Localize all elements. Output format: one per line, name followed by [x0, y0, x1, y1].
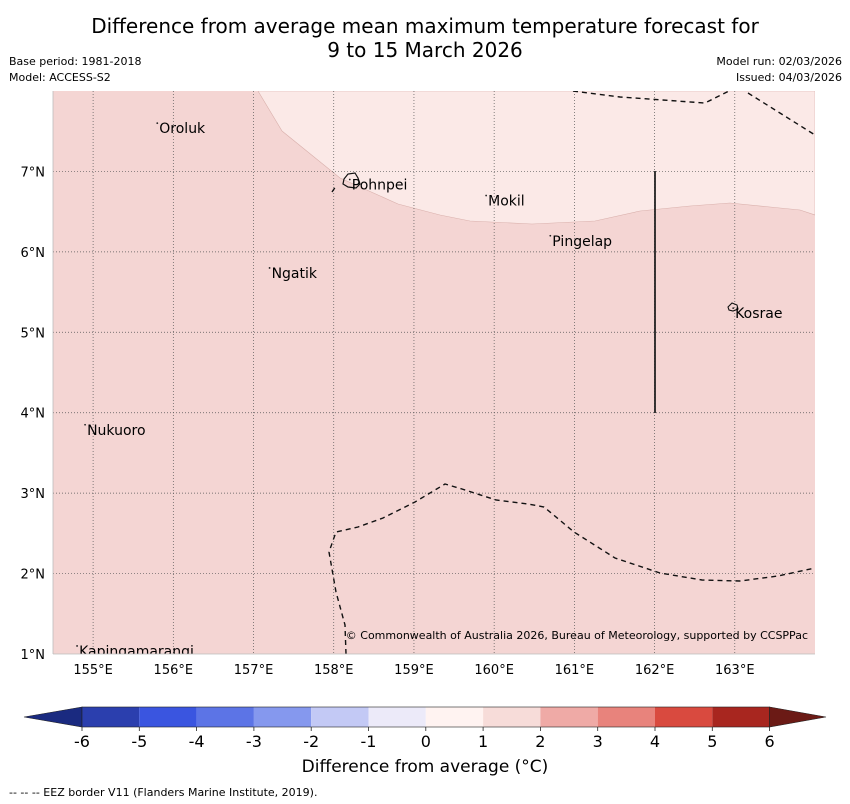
place-label: Kosrae: [735, 306, 782, 322]
chart-title-line-1: Difference from average mean maximum tem…: [91, 14, 759, 38]
longitude-tick-label: 158°E: [314, 663, 354, 678]
latitude-tick-label: 7°N: [21, 165, 46, 180]
graticule: [53, 91, 815, 654]
place-label: Kapingamarangi: [79, 644, 194, 660]
colorbar-tick-label: -6: [74, 732, 90, 751]
colorbar-tick-label: 4: [650, 732, 660, 751]
eez-borders: [328, 91, 815, 654]
anomaly-fill-0-1: [257, 91, 815, 225]
colorbar: -6 -5 -4 -3 -2 -1 0 1 2 3 4 5 6: [23, 706, 827, 751]
colorbar-tick-label: -1: [361, 732, 377, 751]
colorbar-swatch: [253, 707, 312, 727]
place-marker: [76, 645, 78, 647]
place-label: Pohnpei: [352, 177, 408, 193]
latitude-tick-label: 2°N: [21, 568, 46, 583]
model-name: Model: ACCESS-S2: [9, 71, 111, 84]
place-label: Pingelap: [552, 234, 612, 250]
longitude-tick-label: 159°E: [394, 663, 434, 678]
latitude-tick-label: 5°N: [21, 326, 46, 341]
colorbar-tick-label: 2: [535, 732, 545, 751]
colorbar-tick-label: -5: [131, 732, 147, 751]
colorbar-over-arrow: [769, 706, 827, 728]
colorbar-tick-label: 5: [707, 732, 717, 751]
place-labels: Oroluk Pohnpei Mokil Pingelap Ngatik Kosrae Nu…: [76, 121, 782, 660]
colorbar-swatch: [483, 707, 541, 727]
pohnpei-outline: [342, 172, 361, 189]
colorbar-tick-label: 1: [478, 732, 488, 751]
longitude-tick-label: 162°E: [635, 663, 675, 678]
place-label: Nukuoro: [87, 423, 145, 439]
map-area: Oroluk Pohnpei Mokil Pingelap Ngatik Kosrae Nu…: [53, 91, 815, 660]
colorbar-ticks: -6 -5 -4 -3 -2 -1 0 1 2 3 4 5 6: [74, 727, 775, 751]
base-period: Base period: 1981-2018: [9, 55, 142, 68]
colorbar-swatch: [425, 707, 484, 727]
colorbar-swatch: [368, 707, 426, 727]
colorbar-tick-label: 6: [765, 732, 775, 751]
place-marker: [84, 423, 86, 426]
colorbar-swatch: [597, 707, 655, 727]
eez-border-south: [328, 483, 815, 654]
latitude-tick-label: 4°N: [21, 407, 46, 422]
longitude-tick-label: 163°E: [715, 663, 755, 678]
longitude-tick-label: 160°E: [474, 663, 514, 678]
copyright-notice: © Commonwealth of Australia 2026, Bureau…: [346, 629, 808, 642]
longitude-tick-label: 157°E: [234, 663, 274, 678]
eez-border-pohnpei: [331, 185, 337, 193]
place-marker: [348, 178, 351, 181]
latitude-ticks: 7°N 6°N 5°N 4°N 3°N 2°N 1°N: [21, 165, 46, 663]
longitude-tick-label: 155°E: [73, 663, 113, 678]
place-marker: [268, 267, 271, 269]
place-label: Oroluk: [159, 121, 206, 137]
colorbar-tick-label: -4: [189, 732, 205, 751]
eez-border-north: [572, 91, 731, 104]
place-marker: [156, 122, 159, 125]
colorbar-under-arrow: [23, 706, 83, 728]
colorbar-swatch: [139, 707, 197, 727]
latitude-tick-label: 6°N: [21, 246, 46, 261]
kosrae-outline: [727, 302, 739, 312]
issued-date: Issued: 04/03/2026: [735, 71, 842, 84]
colorbar-label: Difference from average (°C): [301, 757, 549, 777]
colorbar-swatch: [712, 707, 770, 727]
colorbar-swatch: [82, 707, 140, 727]
longitude-tick-label: 156°E: [154, 663, 194, 678]
footer-note: -- -- -- EEZ border V11 (Flanders Marine…: [9, 786, 318, 799]
colorbar-tick-label: -3: [246, 732, 262, 751]
colorbar-swatch: [655, 707, 713, 727]
colorbar-tick-label: 0: [421, 732, 431, 751]
place-marker: [732, 307, 735, 310]
colorbar-swatches: [23, 706, 827, 728]
eez-border-northeast: [747, 92, 815, 136]
longitude-ticks: 155°E 156°E 157°E 158°E 159°E 160°E 161°E 162°E…: [73, 663, 754, 678]
colorbar-tick-label: -2: [303, 732, 319, 751]
colorbar-swatch: [311, 707, 369, 727]
place-label: Mokil: [488, 194, 525, 210]
latitude-tick-label: 3°N: [21, 487, 46, 502]
latitude-tick-label: 1°N: [21, 648, 46, 663]
place-label: Ngatik: [272, 266, 318, 282]
colorbar-swatch: [196, 707, 254, 727]
colorbar-swatch: [540, 707, 598, 727]
map-svg: Oroluk Pohnpei Mokil Pingelap Ngatik Kosrae Nu…: [21, 91, 815, 678]
longitude-tick-label: 161°E: [555, 663, 595, 678]
model-run: Model run: 02/03/2026: [716, 55, 842, 68]
place-marker: [549, 234, 552, 237]
place-marker: [485, 194, 488, 197]
colorbar-tick-label: 3: [593, 732, 603, 751]
chart-title-line-2: 9 to 15 March 2026: [327, 38, 523, 62]
